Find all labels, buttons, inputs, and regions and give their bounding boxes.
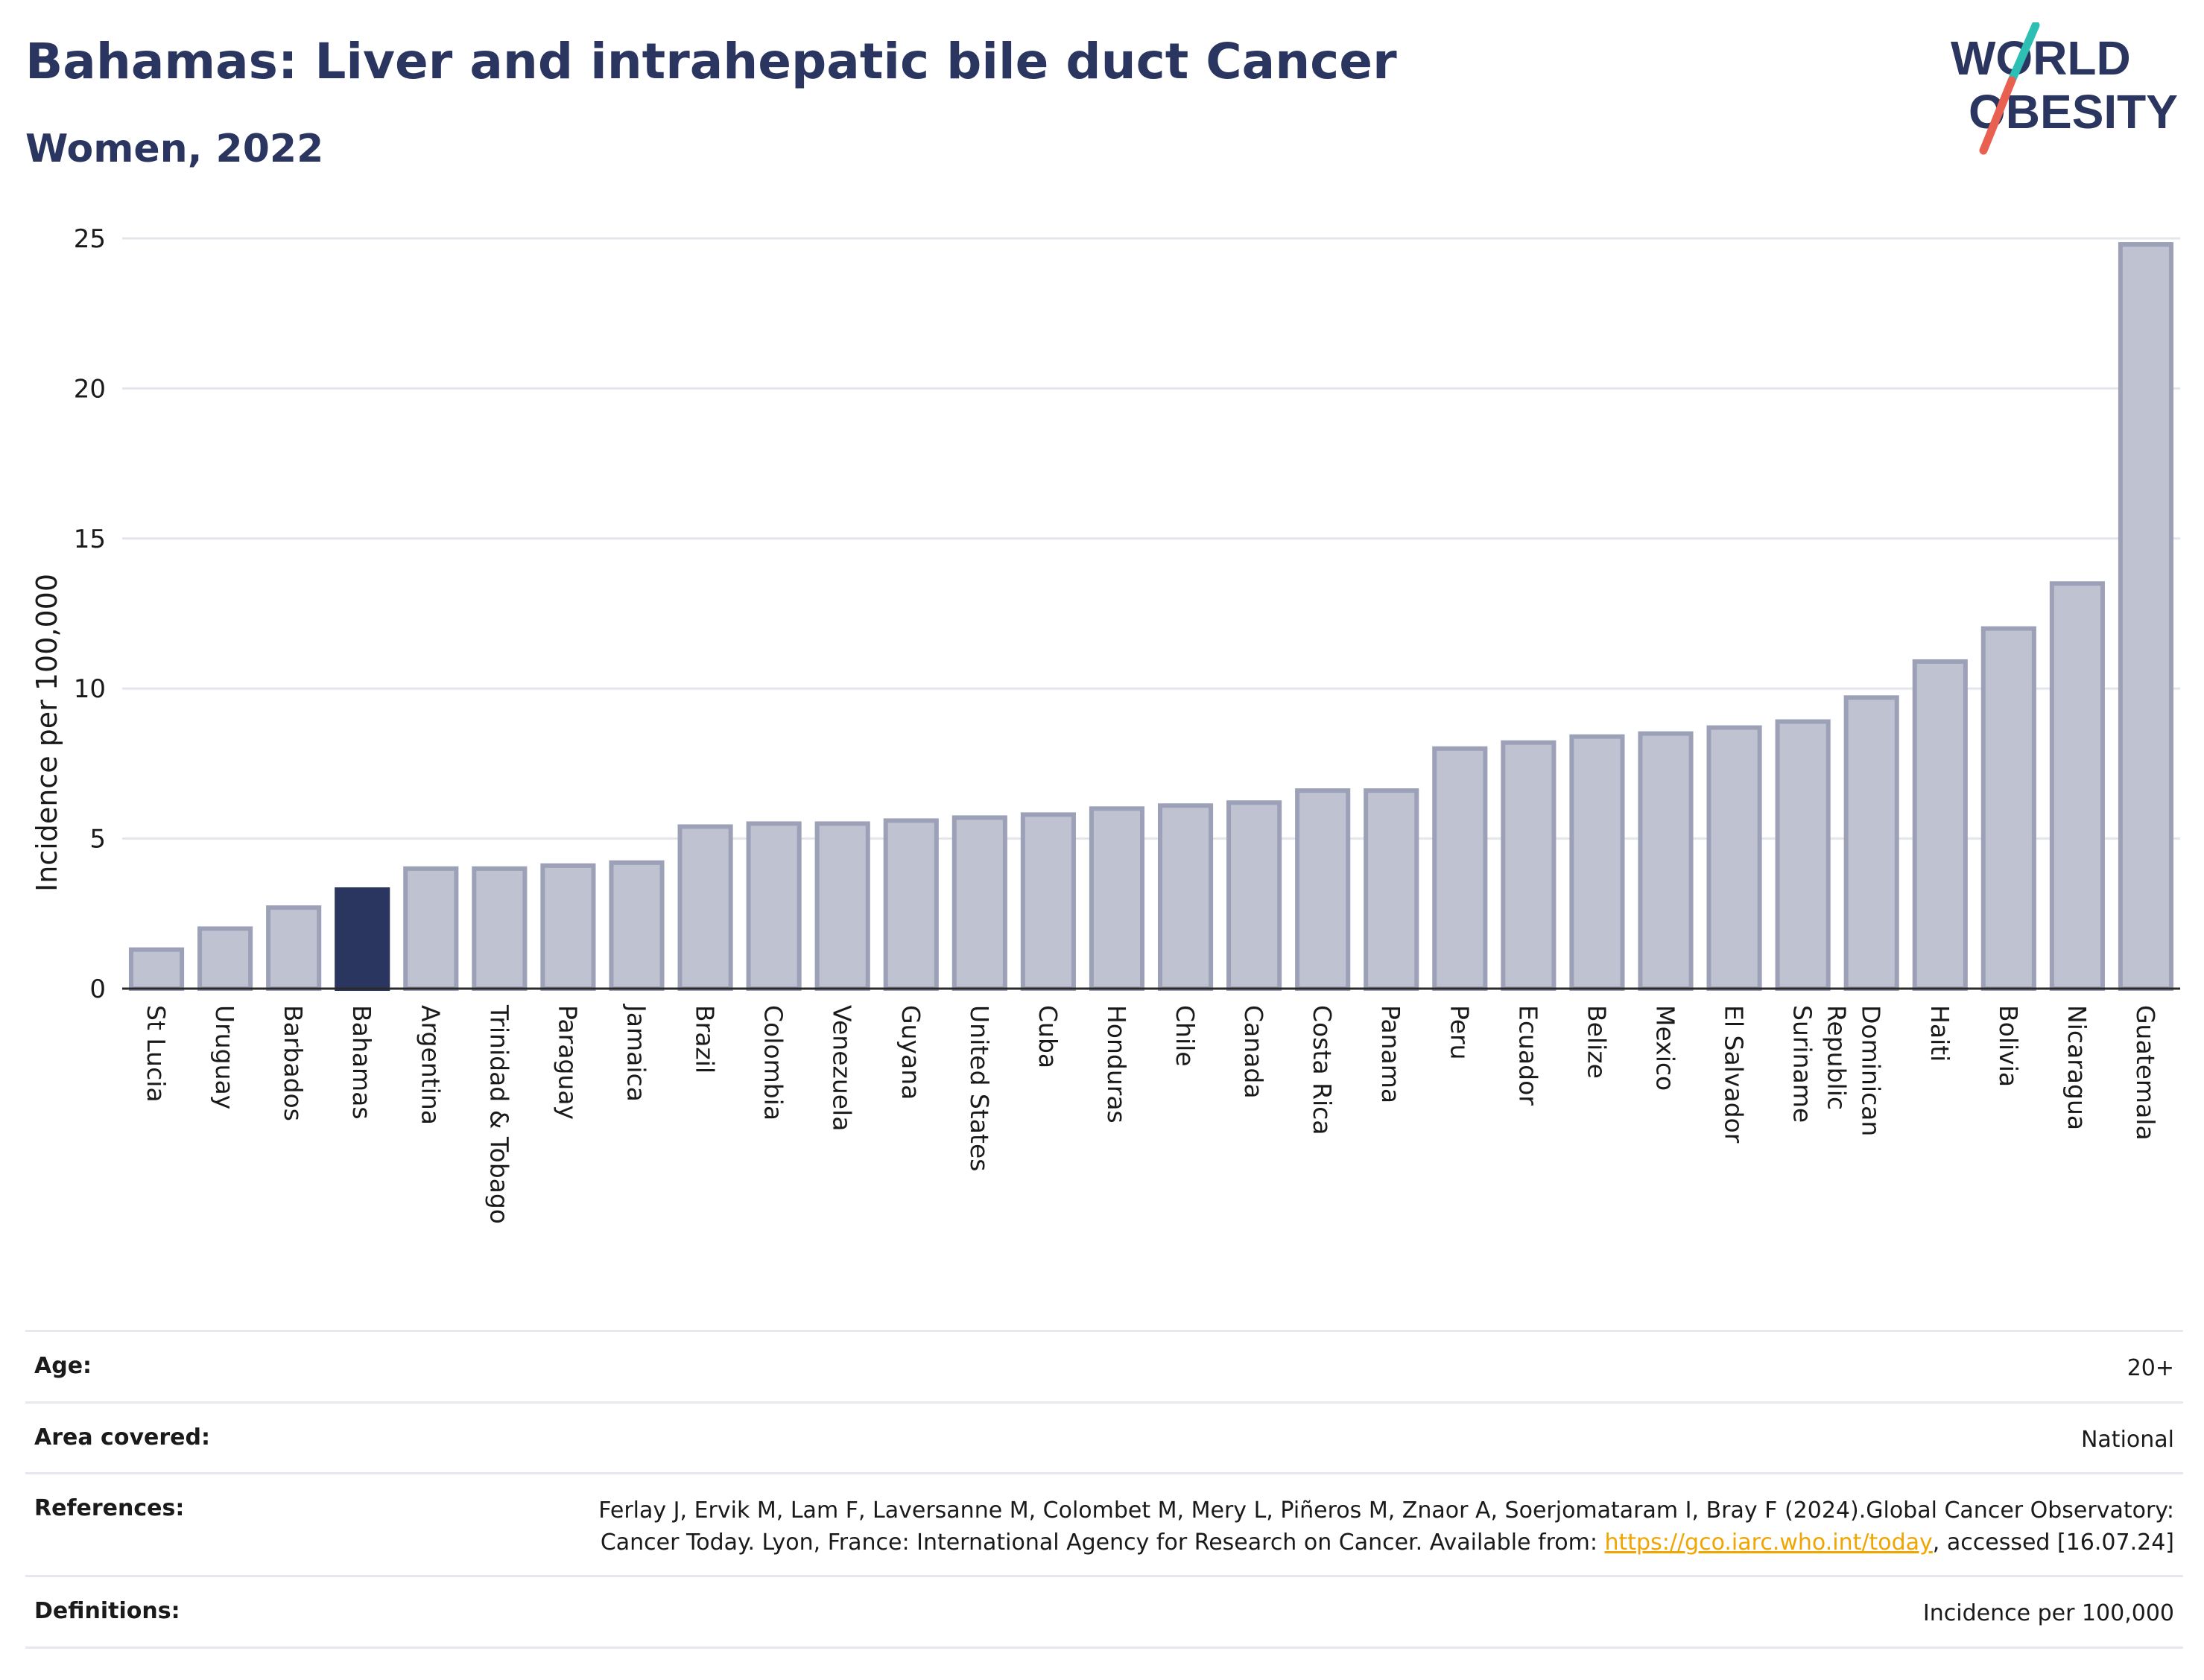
x-tick-label: Republic bbox=[1823, 1005, 1852, 1110]
bar-costa-rica bbox=[1295, 788, 1351, 991]
references-value: Ferlay J, Ervik M, Lam F, Laversanne M, … bbox=[595, 1495, 2174, 1559]
y-tick-label: 15 bbox=[74, 524, 106, 554]
x-tick-label: Peru bbox=[1445, 1005, 1474, 1060]
age-label: Age: bbox=[34, 1353, 92, 1379]
bar-dominican-republic bbox=[1843, 695, 1899, 991]
bar-haiti bbox=[1912, 659, 1968, 991]
x-tick-label: Guatemala bbox=[2131, 1005, 2160, 1141]
info-row-references: References: Ferlay J, Ervik M, Lam F, La… bbox=[25, 1472, 2183, 1575]
bar-guatemala bbox=[2118, 242, 2174, 991]
bar-uruguay bbox=[197, 926, 253, 991]
y-tick-label: 0 bbox=[89, 974, 106, 1004]
bars bbox=[128, 242, 2174, 992]
x-tick-label: Panama bbox=[1376, 1005, 1405, 1103]
x-tick-label: Guyana bbox=[896, 1005, 925, 1100]
x-tick-label: Dominican bbox=[1857, 1005, 1886, 1136]
x-tick-label: Canada bbox=[1239, 1005, 1268, 1099]
y-tick-label: 5 bbox=[89, 825, 106, 855]
references-link[interactable]: https://gco.iarc.who.int/today bbox=[1604, 1529, 1933, 1556]
y-tick-label: 10 bbox=[74, 674, 106, 704]
x-tick-label: Haiti bbox=[1925, 1005, 1954, 1062]
bar-el-salvador bbox=[1706, 725, 1762, 992]
x-tick-labels: St Lucia Uruguay Barbados Bahamas Argentina T… bbox=[142, 1004, 2160, 1224]
bar-ecuador bbox=[1501, 740, 1557, 991]
bar-argentina bbox=[403, 866, 459, 991]
x-tick-label: Brazil bbox=[691, 1005, 720, 1074]
bar-jamaica bbox=[609, 860, 665, 991]
x-tick-label: Bahamas bbox=[347, 1005, 376, 1120]
y-tick-labels: 0 5 10 15 20 25 bbox=[74, 224, 106, 1004]
x-tick-label: Trinidad & Tobago bbox=[484, 1004, 513, 1224]
y-tick-label: 20 bbox=[74, 374, 106, 404]
bar-paraguay bbox=[540, 863, 596, 992]
logo-slash-bottom bbox=[1979, 76, 2016, 155]
bar-chile bbox=[1157, 803, 1214, 991]
logo-slash-top bbox=[2007, 22, 2040, 85]
x-tick-label: Barbados bbox=[279, 1005, 308, 1121]
bar-trinidad-tobago bbox=[472, 866, 528, 991]
bar-cuba bbox=[1020, 812, 1076, 991]
gridlines bbox=[122, 237, 2180, 840]
bar-mexico bbox=[1638, 731, 1694, 991]
area-value: National bbox=[2080, 1426, 2174, 1453]
bar-peru bbox=[1432, 746, 1488, 991]
x-tick-label: Colombia bbox=[759, 1005, 788, 1120]
x-tick-label: Paraguay bbox=[553, 1005, 582, 1120]
bar-panama bbox=[1364, 788, 1419, 991]
bar-suriname bbox=[1775, 719, 1831, 991]
references-text-1: Ferlay J, Ervik M, Lam F, Laversanne M, … bbox=[598, 1497, 2174, 1556]
bar-chart: 0 5 10 15 20 25 St Lucia Uruguay Barbados Bahama… bbox=[31, 224, 2180, 1224]
bar-nicaragua bbox=[2049, 581, 2105, 991]
x-tick-label: Ecuador bbox=[1513, 1005, 1542, 1106]
bar-united-states bbox=[951, 815, 1007, 992]
bar-st-lucia bbox=[128, 947, 185, 991]
bar-colombia bbox=[746, 821, 802, 991]
x-tick-label: Venezuela bbox=[828, 1005, 857, 1131]
references-text-2: , accessed [16.07.24] bbox=[1932, 1529, 2174, 1556]
x-tick-label: Uruguay bbox=[210, 1005, 239, 1109]
x-tick-label: Cuba bbox=[1033, 1005, 1063, 1068]
bar-guyana bbox=[883, 818, 939, 991]
info-row-area: Area covered: National bbox=[25, 1401, 2183, 1473]
bar-venezuela bbox=[814, 821, 870, 991]
x-tick-label: Chile bbox=[1171, 1005, 1200, 1067]
bar-brazil bbox=[677, 824, 733, 992]
chart-subtitle: Women, 2022 bbox=[25, 127, 324, 171]
x-tick-label: St Lucia bbox=[142, 1005, 171, 1103]
x-tick-label: Bolivia bbox=[1994, 1005, 2023, 1087]
bar-canada bbox=[1226, 800, 1282, 992]
x-tick-label: Suriname bbox=[1788, 1005, 1817, 1123]
world-obesity-logo: WORLD OBESITY bbox=[1951, 22, 2178, 155]
bar-bahamas bbox=[335, 887, 390, 992]
x-tick-label: Nicaragua bbox=[2062, 1005, 2091, 1130]
bar-honduras bbox=[1089, 806, 1145, 991]
x-tick-label: El Salvador bbox=[1720, 1005, 1749, 1144]
chart-title: Bahamas: Liver and intrahepatic bile duc… bbox=[25, 33, 1397, 90]
info-row-definitions: Definitions: Incidence per 100,000 bbox=[25, 1575, 2183, 1649]
x-tick-label: Costa Rica bbox=[1308, 1005, 1337, 1135]
x-tick-label: United States bbox=[965, 1005, 994, 1171]
x-tick-label: Belize bbox=[1582, 1005, 1611, 1079]
bar-belize bbox=[1569, 734, 1625, 991]
x-tick-label: Honduras bbox=[1102, 1005, 1131, 1123]
x-tick-label: Mexico bbox=[1651, 1005, 1680, 1091]
y-axis-label: Incidence per 100,000 bbox=[31, 574, 63, 892]
bar-bolivia bbox=[1980, 626, 2036, 991]
bar-barbados bbox=[266, 905, 322, 992]
references-label: References: bbox=[34, 1495, 185, 1522]
y-tick-label: 25 bbox=[74, 224, 106, 254]
definitions-label: Definitions: bbox=[34, 1598, 180, 1625]
info-row-age: Age: 20+ bbox=[25, 1330, 2183, 1401]
area-label: Area covered: bbox=[34, 1424, 210, 1451]
x-tick-label: Jamaica bbox=[622, 1004, 651, 1102]
logo-line1: WORLD bbox=[1951, 31, 2131, 85]
info-table: Age: 20+ Area covered: National Referenc… bbox=[25, 1330, 2183, 1649]
age-value: 20+ bbox=[2127, 1355, 2174, 1381]
definitions-value: Incidence per 100,000 bbox=[1922, 1600, 2174, 1627]
x-tick-label: Argentina bbox=[416, 1005, 445, 1125]
